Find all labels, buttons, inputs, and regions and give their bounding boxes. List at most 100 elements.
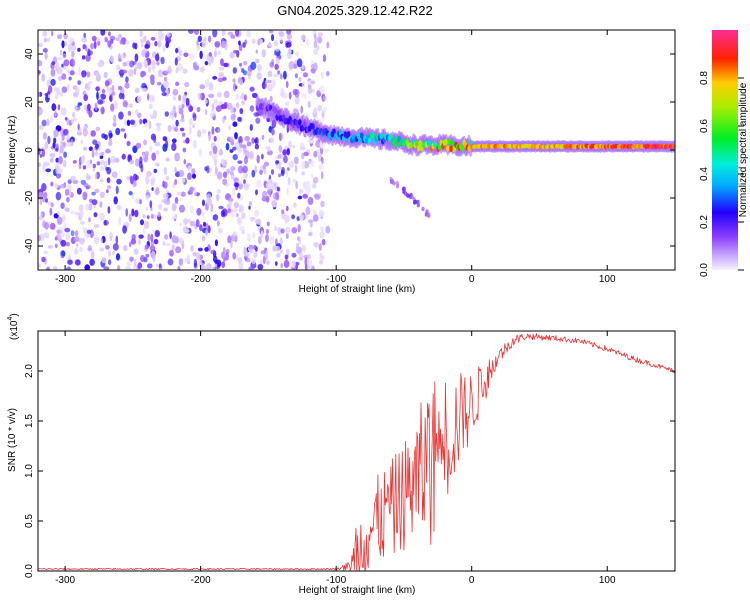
spectrogram-noise-cell	[50, 115, 53, 123]
spectrogram-ridge-cell	[298, 119, 302, 126]
spectrogram-noise-cell	[237, 116, 242, 122]
spectrogram-noise-cell	[214, 239, 218, 247]
spectrogram-noise-cell	[171, 203, 177, 212]
spectrogram-noise-cell	[270, 169, 275, 175]
spectrogram-noise-cell	[165, 157, 170, 162]
spectrogram-noise-cell	[38, 70, 41, 75]
spectrogram-noise-cell	[100, 93, 106, 100]
spectrogram-noise-cell	[261, 190, 268, 199]
spectrogram-noise-cell	[237, 160, 243, 164]
spectrogram-noise-cell	[144, 175, 150, 185]
spectrogram-noise-cell	[174, 126, 179, 132]
spectrogram-noise-cell	[230, 240, 233, 249]
spectrogram-ridge-cell	[460, 145, 465, 153]
spectrogram-noise-cell	[64, 117, 68, 121]
spectrogram-noise-cell	[116, 178, 122, 185]
spectrogram-noise-cell	[320, 171, 324, 180]
spectrogram-noise-cell	[217, 227, 223, 234]
spectrogram-noise-cell	[140, 70, 147, 77]
spectrogram-noise-cell	[117, 264, 121, 270]
spectrogram-noise-cell	[285, 226, 291, 235]
spectrogram-noise-cell	[244, 182, 248, 187]
spectrogram-noise-cell	[241, 100, 246, 105]
spectrogram-noise-cell	[317, 32, 323, 37]
spectrogram-noise-cell	[126, 140, 131, 147]
spectrogram-noise-cell	[220, 251, 226, 260]
spectrogram-noise-cell	[86, 229, 92, 234]
spectrogram-noise-cell	[236, 50, 240, 58]
spectrogram-noise-cell	[239, 196, 243, 201]
spectrogram-noise-cell	[47, 94, 51, 99]
spectrogram-noise-cell	[232, 252, 236, 260]
snr-x-tick-label: -300	[55, 575, 75, 586]
spectrogram-noise-cell	[93, 236, 100, 245]
spectrogram-ridge-cell	[311, 123, 315, 130]
spectrogram-noise-cell	[199, 224, 203, 232]
spectrogram-noise-cell	[295, 180, 299, 190]
spectrogram-ridge-cell	[302, 121, 307, 128]
spectrogram-noise-cell	[300, 34, 306, 41]
spectrogram-noise-cell	[171, 138, 177, 144]
spectrogram-noise-cell	[50, 78, 56, 86]
spectrogram-noise-cell	[306, 39, 310, 47]
spectrogram-noise-cell	[116, 66, 121, 72]
spectrogram-noise-cell	[156, 126, 161, 132]
spectrogram-noise-cell	[302, 72, 309, 78]
spectrogram-noise-cell	[41, 183, 47, 192]
spectrogram-noise-cell	[251, 92, 258, 98]
spectrogram-noise-cell	[144, 43, 150, 49]
spectrogram-noise-cell	[271, 79, 276, 88]
spectrogram-noise-cell	[137, 262, 143, 269]
spectrogram-noise-cell	[275, 261, 278, 266]
spectrogram-noise-cell	[157, 211, 161, 217]
spectrogram-noise-cell	[225, 142, 230, 151]
spectrogram-noise-cell	[249, 105, 255, 112]
spectrogram-noise-cell	[246, 30, 252, 38]
colorbar-tick-label: 0.4	[699, 167, 710, 181]
spectrogram-noise-cell	[203, 36, 207, 42]
spectrogram-noise-cell	[227, 197, 234, 203]
spectrogram-noise-cell	[93, 212, 98, 218]
spectrogram-noise-cell	[39, 213, 43, 219]
spectrogram-noise-cell	[88, 146, 93, 151]
spectrogram-noise-cell	[206, 262, 212, 270]
spectrogram-noise-cell	[166, 31, 171, 38]
spectrogram-noise-cell	[299, 252, 304, 260]
spectrogram-noise-cell	[212, 76, 218, 80]
spectrogram-branch-cell	[416, 199, 420, 205]
spectrogram-noise-cell	[250, 61, 257, 70]
spectrogram-noise-cell	[210, 203, 214, 212]
spectrogram-noise-cell	[134, 87, 140, 94]
spectrogram-noise-cell	[164, 70, 170, 74]
spectrogram-noise-cell	[80, 139, 84, 145]
spectrogram-noise-cell	[208, 51, 212, 57]
spectrogram-noise-cell	[300, 105, 303, 114]
spectrogram-noise-cell	[191, 173, 197, 179]
spectrogram-noise-cell	[239, 79, 243, 85]
spectrogram-noise-cell	[182, 94, 187, 101]
spectrogram-noise-cell	[301, 171, 306, 176]
spectrogram-noise-cell	[101, 257, 107, 264]
spectrogram-noise-cell	[125, 40, 130, 45]
spectrogram-noise-cell	[189, 105, 194, 112]
spectrogram-noise-cell	[105, 148, 111, 154]
spectrogram-y-tick-label: 0	[24, 147, 35, 153]
spectrogram-noise-cell	[118, 92, 123, 100]
spectrogram-noise-cell	[74, 105, 78, 110]
spectrogram-noise-cell	[257, 64, 263, 72]
spectrogram-noise-cell	[243, 94, 247, 101]
spectrogram-noise-cell	[58, 226, 63, 231]
spectrogram-noise-cell	[285, 232, 289, 239]
spectrogram-noise-cell	[44, 162, 50, 167]
spectrogram-y-tick-label: -40	[24, 238, 35, 253]
spectrogram-noise-cell	[96, 71, 99, 78]
spectrogram-noise-cell	[93, 223, 100, 228]
spectrogram-noise-cell	[256, 218, 262, 226]
spectrogram-noise-cell	[68, 76, 72, 81]
spectrogram-noise-cell	[41, 73, 45, 82]
spectrogram-noise-cell	[288, 48, 292, 55]
spectrogram-noise-cell	[225, 252, 229, 261]
spectrogram-noise-cell	[89, 159, 93, 164]
spectrogram-noise-cell	[122, 69, 128, 74]
spectrogram-noise-cell	[232, 82, 237, 92]
